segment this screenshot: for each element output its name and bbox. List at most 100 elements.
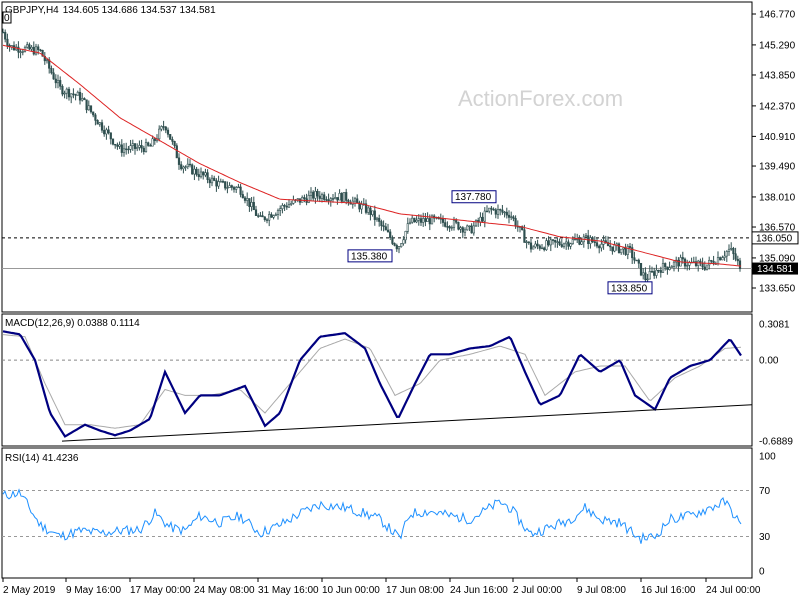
price-annotation-box [607, 281, 653, 295]
candle-body [74, 94, 77, 96]
candle-body [92, 111, 95, 116]
time-tick-label: 17 Jun 08:00 [386, 585, 444, 596]
candle-body [677, 259, 680, 267]
candle-body [461, 227, 464, 233]
candle-body [536, 243, 539, 247]
candle-body [268, 214, 271, 221]
candle-body [441, 218, 445, 223]
candle-body [193, 168, 196, 175]
candle-body [397, 246, 401, 250]
rsi-tick-label: 70 [759, 486, 771, 497]
candle-body [1, 31, 5, 34]
candle-body [448, 226, 451, 229]
candle-body [567, 241, 570, 247]
candle-body [666, 266, 669, 270]
candle-body [650, 271, 654, 273]
candle-body [309, 191, 313, 196]
candle-body [501, 209, 504, 213]
candle-body [263, 216, 266, 221]
reference-level-tag: 136.050 [751, 231, 799, 245]
candle-body [565, 241, 568, 245]
corner-label: 0 [4, 13, 10, 24]
candle-body [609, 245, 612, 248]
candle-body [382, 225, 385, 227]
candle-body [325, 199, 328, 201]
candle-body [56, 80, 60, 84]
candle-body [672, 261, 676, 267]
candle-body [591, 237, 594, 242]
candle-body [195, 168, 198, 175]
candle-body [197, 174, 200, 178]
candle-body [248, 198, 251, 207]
candle-body [215, 180, 218, 187]
price-annotation-label: 137.780 [455, 192, 492, 203]
candle-body [426, 218, 429, 222]
candle-body [76, 91, 79, 96]
current-price-tag: 134.581 [752, 262, 798, 275]
candle-body [736, 258, 739, 262]
candle-body [543, 247, 546, 251]
candle-body [417, 218, 420, 221]
candle-body [147, 142, 150, 146]
candle-body [430, 215, 434, 225]
candle-body [732, 248, 735, 255]
time-tick-label: 17 May 00:00 [130, 585, 191, 596]
candle-body [424, 218, 427, 222]
candle-body [367, 207, 370, 213]
candle-body [413, 217, 416, 223]
candle-body [94, 114, 97, 121]
candle-body [512, 216, 515, 219]
candle-body [34, 46, 38, 55]
candle-body [395, 245, 398, 250]
candle-body [320, 194, 324, 199]
candle-body [312, 191, 315, 199]
candle-body [318, 195, 321, 199]
candle-body [292, 199, 295, 204]
macd-title: MACD(12,26,9) 0.0388 0.1114 [5, 318, 140, 329]
candle-body [646, 278, 649, 281]
candle-body [171, 139, 174, 142]
time-tick-label: 9 May 16:00 [66, 585, 121, 596]
candle-body [725, 251, 728, 257]
candle-body [631, 247, 634, 259]
macd-tick-label: -0.6889 [759, 437, 793, 448]
rsi-panel-frame [1, 447, 753, 579]
candle-body [316, 190, 319, 197]
candle-body [400, 243, 403, 247]
candle-body [556, 241, 559, 243]
time-tick-label: 2 May 2019 [3, 585, 56, 596]
candle-body [402, 239, 405, 244]
candle-body [144, 142, 148, 152]
candle-body [252, 202, 255, 211]
candle-body [202, 171, 205, 176]
candle-body [472, 225, 475, 234]
candle-body [87, 105, 90, 111]
candle-body [639, 262, 643, 276]
candle-body [723, 255, 726, 258]
reference-level-label: 136.050 [756, 233, 793, 244]
candle-body [109, 132, 112, 140]
price-panel: ActionForex.com GBPJPY,H4 134.605 134.686… [1, 1, 799, 313]
candle-body [290, 203, 293, 205]
candle-body [600, 243, 603, 249]
candle-body [285, 205, 288, 208]
candle-body [63, 92, 66, 95]
candle-body [32, 46, 35, 55]
moving-average-line [2, 44, 742, 267]
candle-body [507, 214, 511, 218]
candle-body [578, 238, 581, 245]
candle-body [573, 238, 577, 241]
candle-body [199, 171, 203, 178]
candle-body [428, 218, 431, 225]
candle-body [538, 245, 541, 249]
rsi-tick-label: 100 [759, 452, 776, 463]
candle-body [122, 148, 126, 153]
macd-signal-line [2, 334, 742, 429]
candle-body [633, 257, 636, 261]
candle-body [116, 144, 119, 147]
candle-body [85, 99, 88, 111]
time-axis: 2 May 2019 9 May 16:00 17 May 00:00 24 May … [2, 578, 761, 596]
watermark: ActionForex.com [458, 86, 623, 111]
candle-body [455, 220, 458, 223]
